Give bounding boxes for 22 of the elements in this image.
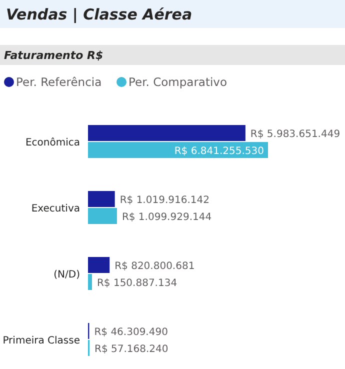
bar: [88, 208, 117, 224]
y-tick-label: Econômica: [25, 138, 80, 149]
bar: [88, 191, 115, 208]
data-label: R$ 5.983.651.449: [250, 129, 340, 140]
chart-subtitle: Faturamento R$: [4, 48, 104, 62]
y-tick-label: Executiva: [31, 204, 80, 215]
chart-title: Vendas | Classe Aérea: [6, 5, 192, 24]
legend-label: Per. Comparativo: [128, 75, 228, 90]
data-label: R$ 6.841.255.530: [174, 146, 264, 158]
data-label: R$ 820.800.681: [114, 260, 195, 272]
data-label: R$ 1.099.929.144: [122, 212, 212, 224]
bar: [88, 142, 268, 158]
data-label: R$ 46.309.490: [94, 326, 168, 338]
data-label: R$ 57.168.240: [94, 344, 168, 355]
y-tick-label: (N/D): [54, 269, 80, 280]
data-label: R$ 150.887.134: [96, 278, 178, 289]
y-tick-label: Primeira Classe: [2, 335, 80, 346]
bar: [88, 274, 92, 290]
bar: [88, 125, 246, 142]
bar: [88, 256, 110, 273]
data-label: R$ 1.019.916.142: [120, 195, 210, 206]
legend-label: Per. Referência: [16, 75, 102, 90]
